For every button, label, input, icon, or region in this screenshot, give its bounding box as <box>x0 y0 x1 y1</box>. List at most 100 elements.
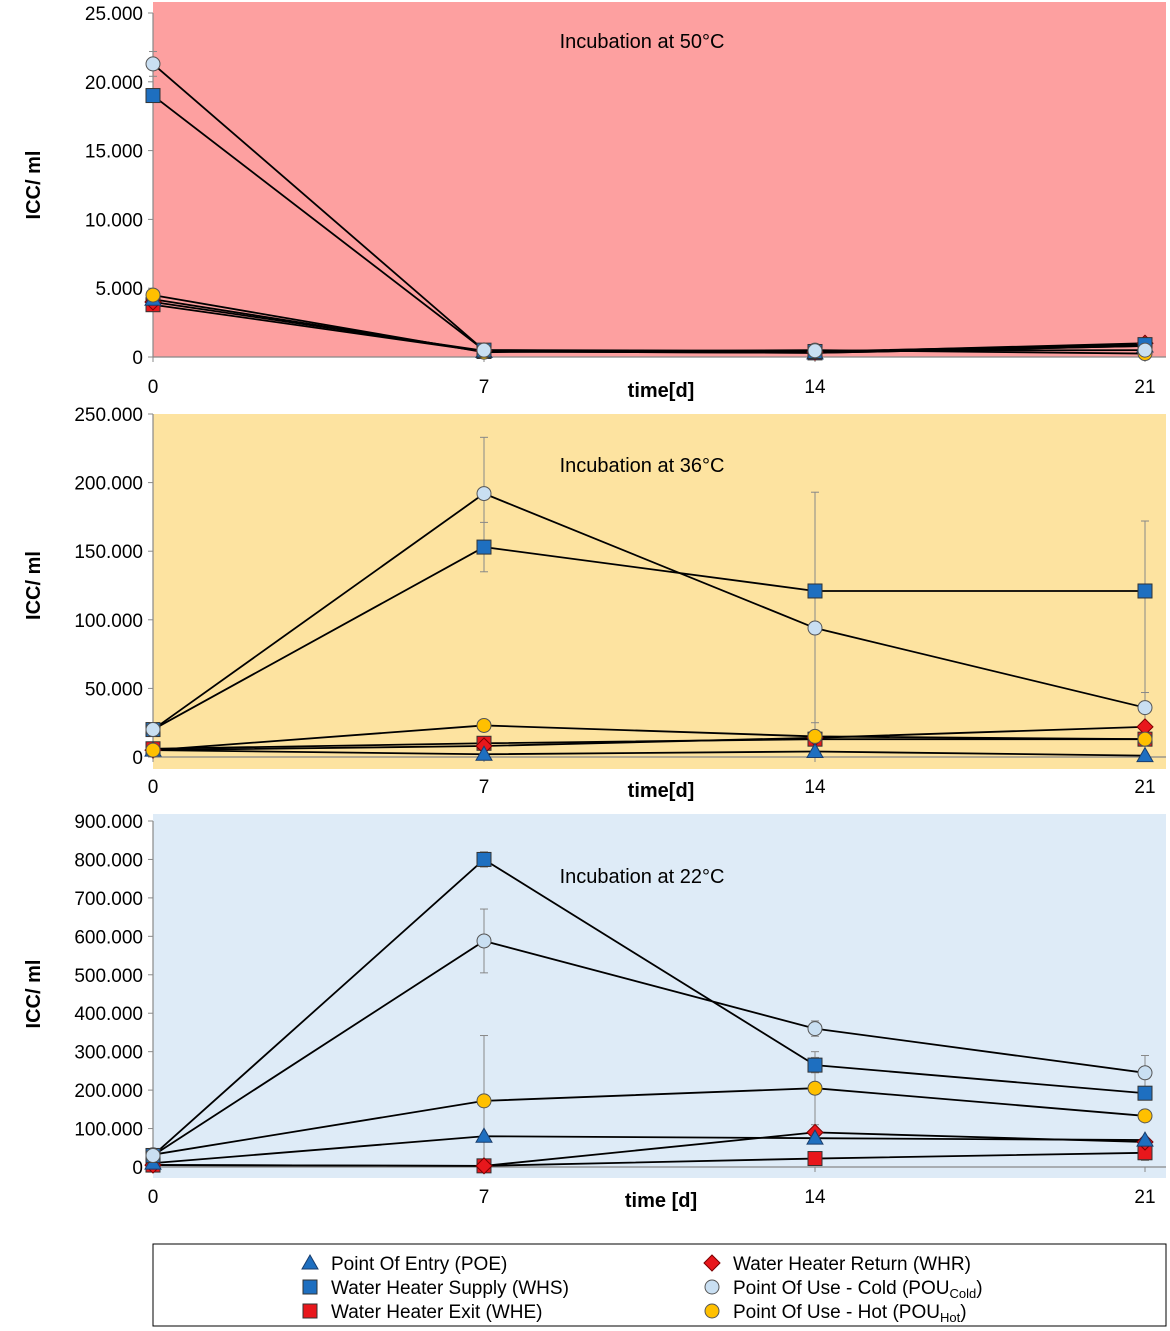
x-tick-label: 14 <box>804 377 826 398</box>
series-line-POU_cold <box>152 939 1146 1157</box>
y-axis-title: ICC/ ml <box>23 151 45 220</box>
data-point-POU_cold <box>476 486 492 502</box>
data-point-POU_hot <box>807 728 823 744</box>
series-line-POE <box>152 749 1146 757</box>
data-point-POU_cold <box>1137 700 1153 716</box>
chart-panel-3: 0 100.000 200.000 300.000 400.000 500.000 600.… <box>23 812 1166 1212</box>
legend-label: Point Of Use - Hot (POUHot) <box>733 1302 967 1325</box>
chart-panel-2: 0 50.000 100.000 150.000 200.000 250.000 0 7 14 2… <box>23 405 1166 802</box>
data-point-POU_cold <box>145 722 161 738</box>
data-point-WHS <box>476 851 492 867</box>
series-line-WHS <box>152 858 1146 1157</box>
legend-marker-WHR <box>703 1254 721 1272</box>
data-point-POU_cold <box>145 1147 161 1163</box>
y-tick-label: 0 <box>132 348 143 369</box>
data-point-POU_hot <box>1137 731 1153 747</box>
legend: Point Of Entry (POE) Water Heater Supply … <box>152 1243 1167 1327</box>
legend-label: Water Heater Exit (WHE) <box>331 1302 543 1323</box>
y-tick-label: 0 <box>132 1158 143 1179</box>
data-point-POU_cold <box>1137 1065 1153 1081</box>
panel-title: Incubation at 50°C <box>560 31 725 53</box>
data-point-WHS <box>1137 583 1153 599</box>
data-point-WHS <box>145 88 161 104</box>
series-line-POU_hot <box>152 1087 1146 1156</box>
y-tick-label: 20.000 <box>85 73 143 94</box>
series-line-WHR <box>152 1131 1146 1167</box>
legend-item-WHS: Water Heater Supply (WHS) <box>302 1278 569 1299</box>
x-tick-label: 7 <box>479 777 490 798</box>
y-tick-label: 800.000 <box>74 850 143 871</box>
data-point-POU_cold <box>807 1021 823 1037</box>
y-tick-label: 200.000 <box>74 1081 143 1102</box>
y-tick-label: 25.000 <box>85 4 143 25</box>
legend-label: Water Heater Supply (WHS) <box>331 1278 569 1299</box>
series-line-WHR <box>152 725 1146 752</box>
x-tick-label: 21 <box>1134 777 1155 798</box>
y-tick-label: 5.000 <box>95 279 143 300</box>
y-tick-label: 600.000 <box>74 927 143 948</box>
series-line-WHS <box>152 546 1145 731</box>
y-tick-label: 100.000 <box>74 611 143 632</box>
y-tick-label: 250.000 <box>74 405 143 426</box>
data-point-POE <box>806 742 824 759</box>
data-point-WHS <box>807 583 823 599</box>
data-point-POE <box>1136 1131 1154 1147</box>
plot-area <box>153 814 1166 1178</box>
series-line-POU_cold <box>152 63 1146 352</box>
legend-label: Water Heater Return (WHR) <box>733 1254 971 1275</box>
data-point-POU_hot <box>145 287 161 303</box>
series-line-POE <box>152 1135 1146 1165</box>
y-tick-label: 300.000 <box>74 1043 143 1064</box>
x-tick-label: 14 <box>804 777 826 798</box>
x-axis-title: time [d] <box>625 1190 697 1212</box>
x-axis-title: time[d] <box>628 780 695 802</box>
x-axis-title: time[d] <box>628 380 695 402</box>
x-tick-label: 21 <box>1134 377 1155 398</box>
legend-marker-POU_hot <box>704 1303 720 1319</box>
data-point-WHS <box>1137 1085 1153 1101</box>
legend-label: Point Of Use - Cold (POUCold) <box>733 1278 983 1301</box>
data-point-WHS <box>476 539 492 555</box>
panels: 0 5.000 10.000 15.000 20.000 25.000 0 7 14 21 time… <box>23 2 1166 1212</box>
series-line-POU_hot <box>152 724 1146 752</box>
y-tick-label: 0 <box>132 748 143 769</box>
legend-item-WHE: Water Heater Exit (WHE) <box>302 1302 543 1323</box>
data-point-POU_hot <box>1137 1108 1153 1124</box>
legend-item-POU_cold: Point Of Use - Cold (POUCold) <box>704 1278 983 1301</box>
chart-panel-1: 0 5.000 10.000 15.000 20.000 25.000 0 7 14 21 time… <box>23 2 1166 402</box>
plot-area <box>153 2 1166 357</box>
panel-title: Incubation at 36°C <box>560 455 725 477</box>
x-tick-label: 0 <box>148 777 159 798</box>
legend-marker-WHS <box>302 1279 318 1295</box>
y-tick-label: 15.000 <box>85 142 143 163</box>
data-point-POU_hot <box>476 717 492 733</box>
data-point-POE <box>475 1127 493 1143</box>
panel-title: Incubation at 22°C <box>560 866 725 888</box>
x-tick-label: 7 <box>479 377 490 398</box>
y-tick-label: 400.000 <box>74 1004 143 1025</box>
legend-item-WHR: Water Heater Return (WHR) <box>703 1254 971 1275</box>
y-axis-title: ICC/ ml <box>23 960 45 1029</box>
data-point-POU_hot <box>476 1093 492 1109</box>
x-tick-label: 0 <box>148 1187 159 1208</box>
y-tick-label: 500.000 <box>74 966 143 987</box>
legend-marker-WHE <box>302 1303 318 1319</box>
y-tick-label: 900.000 <box>74 812 143 833</box>
x-tick-label: 14 <box>804 1187 826 1208</box>
data-point-WHS <box>807 1057 823 1073</box>
y-tick-label: 50.000 <box>85 679 143 700</box>
data-point-POE <box>806 1129 824 1145</box>
legend-item-POE: Point Of Entry (POE) <box>301 1253 507 1275</box>
x-tick-label: 7 <box>479 1187 490 1208</box>
data-point-POU_cold <box>476 342 492 358</box>
y-tick-label: 700.000 <box>74 889 143 910</box>
legend-marker-POE <box>301 1253 319 1270</box>
x-tick-label: 0 <box>148 377 159 398</box>
data-point-WHE <box>807 1151 823 1167</box>
legend-marker-POU_cold <box>704 1279 720 1295</box>
data-point-POU_cold <box>145 56 161 72</box>
y-tick-label: 150.000 <box>74 542 143 563</box>
data-point-POU_cold <box>807 343 823 359</box>
data-point-POE <box>1136 746 1154 763</box>
